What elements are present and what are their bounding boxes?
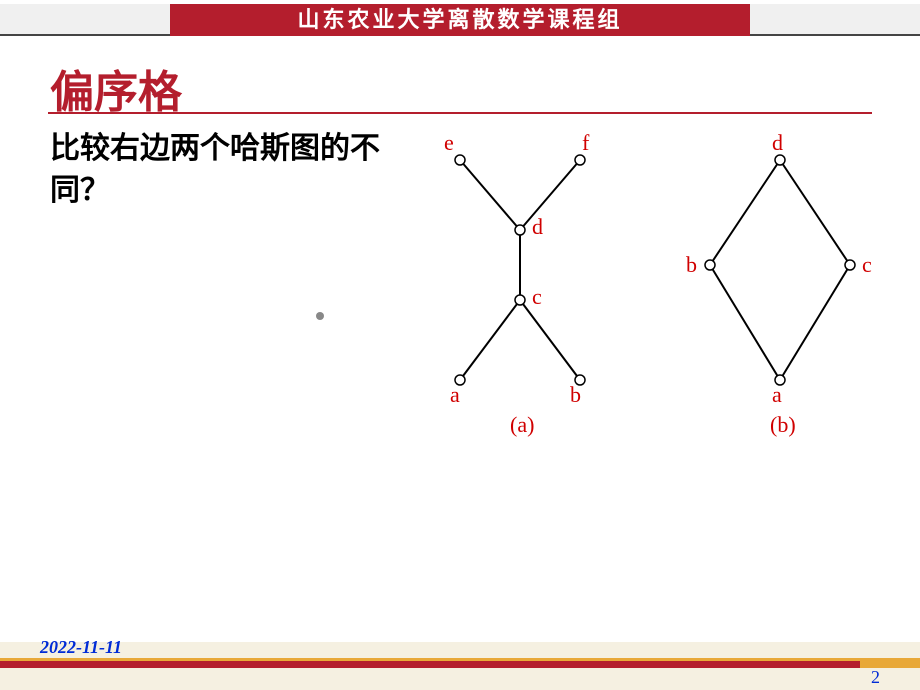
diagram-caption: (a) — [510, 412, 534, 437]
node-label-e: e — [444, 130, 454, 155]
node-label-b: b — [686, 252, 697, 277]
edge-d-b — [710, 160, 780, 265]
slide-title: 偏序格 — [50, 56, 182, 120]
node-label-a: a — [772, 382, 782, 407]
edge-c-a — [460, 300, 520, 380]
page-number: 2 — [871, 667, 880, 688]
header-spacer-left — [0, 4, 170, 36]
footer-bar-accent — [860, 658, 920, 668]
diagram-b: d b c a (b) — [686, 130, 872, 437]
edge-d-c — [780, 160, 850, 265]
diagram-caption: (b) — [770, 412, 796, 437]
node-b — [705, 260, 715, 270]
node-label-c: c — [862, 252, 872, 277]
node-label-d: d — [532, 214, 543, 239]
diagram-a: e f d c a b (a) — [444, 130, 590, 437]
header-spacer-right — [750, 4, 920, 36]
node-label-f: f — [582, 130, 590, 155]
node-d — [515, 225, 525, 235]
node-e — [455, 155, 465, 165]
title-underline — [48, 112, 872, 114]
decorative-dot — [316, 312, 324, 320]
node-label-c: c — [532, 284, 542, 309]
edge-f-d — [520, 160, 580, 230]
question-text: 比较右边两个哈斯图的不同？ — [50, 128, 390, 212]
node-c — [515, 295, 525, 305]
node-label-b: b — [570, 382, 581, 407]
header-title: 山东农业大学离散数学课程组 — [170, 4, 750, 36]
edge-b-a — [710, 265, 780, 380]
edge-c-a — [780, 265, 850, 380]
node-label-d: d — [772, 130, 783, 155]
edge-e-d — [460, 160, 520, 230]
node-d — [775, 155, 785, 165]
node-c — [845, 260, 855, 270]
edge-c-b — [520, 300, 580, 380]
header-bar: 山东农业大学离散数学课程组 — [0, 4, 920, 36]
diagram-svg: e f d c a b (a) d b c a (b) — [400, 120, 900, 460]
node-label-a: a — [450, 382, 460, 407]
footer-bar — [0, 658, 920, 668]
node-f — [575, 155, 585, 165]
slide-date: 2022-11-11 — [40, 637, 122, 658]
hasse-diagrams: e f d c a b (a) d b c a (b) — [400, 120, 900, 460]
